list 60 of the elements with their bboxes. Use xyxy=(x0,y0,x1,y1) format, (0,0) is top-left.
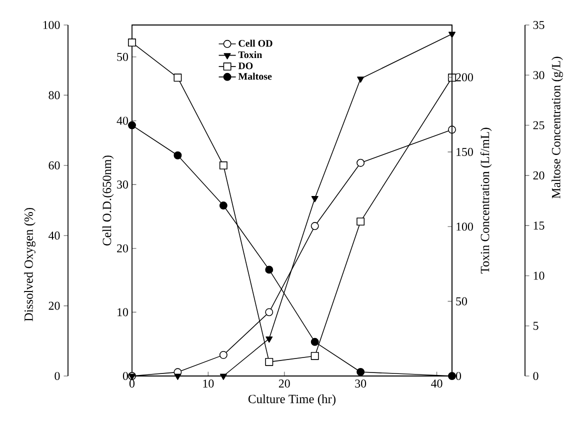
point xyxy=(265,308,274,316)
y-tick-label: 20 xyxy=(48,302,60,310)
legend-label: Cell OD xyxy=(238,40,272,47)
point xyxy=(174,151,182,160)
legend-label: DO xyxy=(238,62,253,70)
y-tick-label: 80 xyxy=(48,91,60,100)
y3-tick-label: 50 xyxy=(456,297,468,306)
point xyxy=(265,358,274,366)
x-tick-label: 40 xyxy=(431,380,442,388)
point xyxy=(219,202,228,210)
y-axis-title: Dissolved Oxygen (%) xyxy=(24,208,36,322)
y-tick-label: 10 xyxy=(534,272,544,280)
point xyxy=(356,218,365,226)
y2-tick-label: 30 xyxy=(117,180,128,189)
y3-tick-label: 200 xyxy=(456,73,473,82)
y3-tick-label: 0 xyxy=(456,372,462,380)
y-tick-label: 20 xyxy=(533,171,544,180)
y2-tick-label: 50 xyxy=(117,52,128,61)
point xyxy=(128,38,136,47)
point xyxy=(311,196,318,202)
y-tick-label: 0 xyxy=(54,372,60,380)
point xyxy=(219,161,228,170)
y-axis-title: Maltose Concentration (g/L) xyxy=(552,56,563,198)
y-tick-label: 60 xyxy=(48,161,60,170)
y3-tick-label: 100 xyxy=(456,222,473,231)
y2-tick-label: 40 xyxy=(116,116,128,125)
x-tick-label: 20 xyxy=(278,380,290,388)
y-tick-label: 25 xyxy=(533,121,544,130)
point xyxy=(310,338,319,346)
x-tick-label: 10 xyxy=(203,380,214,388)
point xyxy=(448,32,456,38)
y2-tick-label: 10 xyxy=(118,308,128,316)
y-tick-label: 40 xyxy=(48,232,60,240)
point xyxy=(174,74,182,82)
point xyxy=(310,352,319,360)
x-tick-label: 30 xyxy=(355,380,366,388)
point xyxy=(265,266,274,274)
point xyxy=(310,222,319,230)
y-tick-label: 35 xyxy=(533,20,544,30)
point xyxy=(128,121,136,130)
y-tick-label: 0 xyxy=(533,372,538,380)
y-tick-label: 5 xyxy=(533,322,538,330)
x-tick-label: 0 xyxy=(129,380,135,388)
legend-label: Toxin xyxy=(238,51,262,58)
legend-label: Maltose xyxy=(238,72,272,80)
y3-tick-label: 150 xyxy=(456,148,473,156)
point xyxy=(356,368,365,376)
point xyxy=(448,372,456,380)
y-tick-label: 15 xyxy=(534,222,544,230)
y-tick-label: 100 xyxy=(43,20,60,30)
y2-axis-title: Cell O.D.(650nm) xyxy=(102,156,114,246)
y2-tick-label: 0 xyxy=(122,372,128,380)
y-tick-label: 30 xyxy=(533,71,544,80)
point xyxy=(356,158,365,167)
point xyxy=(219,350,228,359)
y2-tick-label: 20 xyxy=(117,244,128,252)
point xyxy=(266,336,273,343)
x-axis-title: Culture Time (hr) xyxy=(248,394,336,406)
y3-axis-title: Toxin Concentration (Lf/mL) xyxy=(480,128,492,274)
point xyxy=(357,76,364,83)
